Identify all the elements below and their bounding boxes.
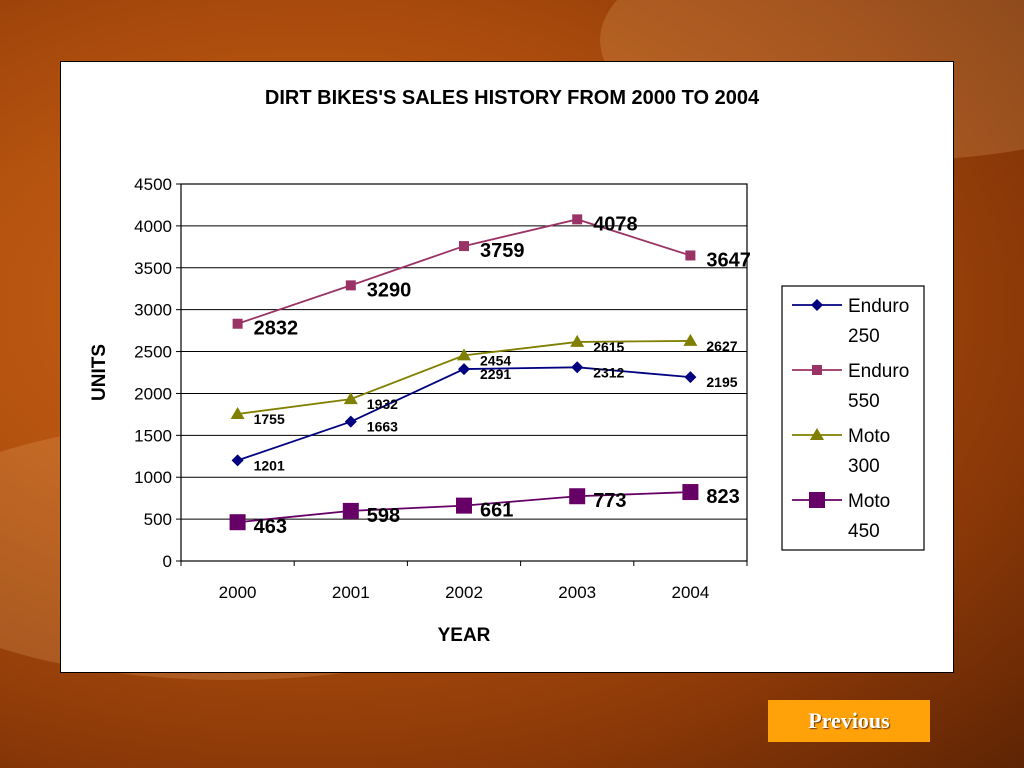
legend-marker [809, 492, 825, 508]
y-tick-label: 1000 [134, 468, 172, 487]
data-label: 2195 [706, 374, 737, 390]
data-label: 3647 [706, 249, 751, 271]
data-label: 1201 [254, 457, 285, 473]
x-tick-label: 2001 [332, 583, 370, 602]
data-point [343, 392, 358, 405]
legend-marker [811, 299, 823, 311]
data-label: 2615 [593, 339, 624, 355]
data-label: 1932 [367, 396, 398, 412]
data-point [344, 415, 357, 428]
data-label: 2312 [593, 364, 624, 380]
data-point [232, 318, 243, 329]
data-label: 823 [706, 486, 739, 508]
data-point [231, 454, 244, 467]
x-tick-label: 2000 [219, 583, 257, 602]
data-label: 661 [480, 500, 513, 522]
legend [781, 285, 925, 551]
x-axis-label: YEAR [438, 625, 491, 646]
y-tick-label: 0 [163, 552, 172, 571]
data-label: 3290 [367, 279, 412, 301]
data-label: 3759 [480, 240, 525, 262]
y-tick-label: 1500 [134, 426, 172, 445]
chart-title: DIRT BIKES'S SALES HISTORY FROM 2000 TO … [265, 87, 760, 109]
data-point [230, 406, 245, 419]
legend-label: 550 [848, 391, 880, 412]
plot-area [180, 183, 748, 562]
legend-label: Enduro [848, 296, 909, 317]
previous-button[interactable]: Previous [768, 700, 930, 742]
data-point [457, 348, 471, 361]
legend-label: 300 [848, 456, 880, 477]
data-point [458, 363, 470, 376]
legend-label: Moto [848, 426, 890, 447]
data-label: 773 [593, 490, 626, 512]
legend-label: 250 [848, 326, 880, 347]
y-tick-label: 500 [144, 510, 172, 529]
legend-label: Moto [848, 491, 890, 512]
data-label: 463 [254, 516, 287, 538]
data-point [569, 488, 586, 505]
y-tick-label: 4000 [134, 217, 172, 236]
y-tick-label: 2000 [134, 384, 172, 403]
y-tick-label: 2500 [134, 343, 172, 362]
legend-marker [810, 428, 824, 440]
y-axis-label: UNITS [89, 344, 110, 401]
series-line [237, 366, 691, 462]
legend-marker [812, 365, 822, 375]
data-label: 1663 [367, 419, 398, 435]
line-chart: DIRT BIKES'S SALES HISTORY FROM 2000 TO … [89, 87, 925, 646]
y-tick-label: 3000 [134, 301, 172, 320]
chart-panel: DIRT BIKES'S SALES HISTORY FROM 2000 TO … [60, 61, 954, 673]
x-tick-label: 2002 [445, 583, 483, 602]
x-tick-label: 2004 [671, 583, 709, 602]
data-point [570, 334, 585, 347]
data-point [684, 371, 697, 384]
data-point [342, 502, 359, 519]
data-label: 2627 [706, 338, 737, 354]
data-label: 2832 [254, 318, 299, 340]
data-label: 2291 [480, 366, 511, 382]
legend-label: Enduro [848, 361, 909, 382]
legend-label: 450 [848, 521, 880, 542]
data-point [571, 361, 584, 374]
data-point [229, 514, 246, 531]
data-label: 598 [367, 505, 400, 527]
data-point [572, 214, 583, 225]
data-point [459, 241, 469, 252]
y-tick-label: 3500 [134, 259, 172, 278]
data-point [683, 333, 698, 346]
data-label: 1755 [254, 411, 285, 427]
data-point [456, 497, 472, 514]
x-tick-label: 2003 [558, 583, 596, 602]
y-tick-label: 4500 [134, 175, 172, 194]
data-point [345, 280, 356, 291]
data-point [682, 484, 699, 501]
data-point [685, 250, 696, 261]
data-label: 4078 [593, 213, 638, 235]
data-label: 2454 [480, 352, 511, 368]
